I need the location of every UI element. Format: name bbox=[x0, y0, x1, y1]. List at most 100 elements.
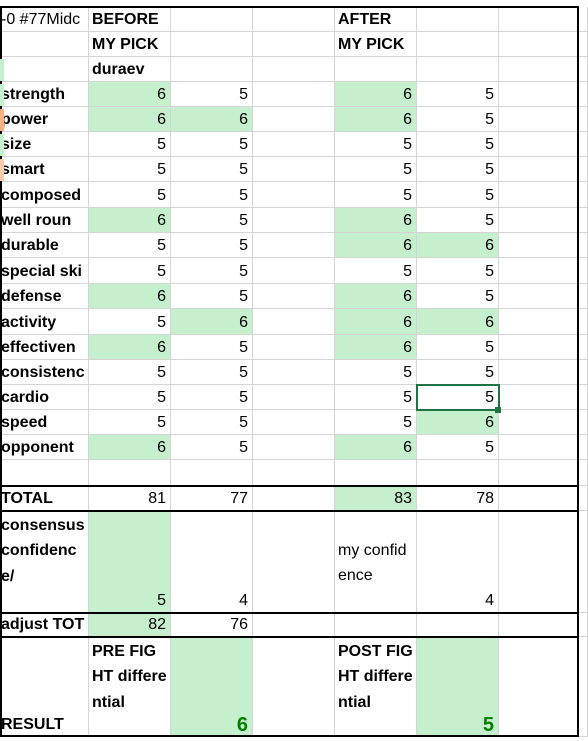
after-pick-value[interactable]: 6 bbox=[335, 233, 417, 258]
after-pick-value[interactable]: 6 bbox=[335, 107, 417, 132]
after-opponent-value[interactable]: 5 bbox=[417, 182, 499, 208]
my-pick-before[interactable]: MY PICK bbox=[89, 32, 171, 57]
cell[interactable] bbox=[253, 511, 335, 613]
cell[interactable] bbox=[499, 511, 588, 613]
stat-label[interactable]: effectiven bbox=[0, 335, 89, 360]
post-fight-value[interactable]: 5 bbox=[417, 637, 499, 737]
total-before-pick[interactable]: 81 bbox=[89, 486, 171, 511]
before-pick-value[interactable]: 6 bbox=[89, 107, 171, 132]
after-pick-value[interactable]: 6 bbox=[335, 82, 417, 107]
post-fight-label[interactable]: POST FIGHT differential bbox=[335, 637, 417, 737]
cell[interactable] bbox=[499, 57, 588, 82]
cell[interactable] bbox=[0, 57, 89, 82]
cell[interactable] bbox=[499, 7, 588, 32]
cell[interactable] bbox=[253, 157, 335, 182]
cell[interactable] bbox=[253, 258, 335, 284]
cell[interactable] bbox=[417, 613, 499, 637]
cell[interactable] bbox=[499, 460, 588, 486]
stat-label[interactable]: well roun bbox=[0, 208, 89, 233]
cell[interactable] bbox=[499, 360, 588, 385]
before-opponent-value[interactable]: 5 bbox=[171, 258, 253, 284]
stat-label[interactable]: smart bbox=[0, 157, 89, 182]
before-opponent-value[interactable]: 5 bbox=[171, 284, 253, 309]
selected-cell-outline[interactable] bbox=[416, 384, 500, 411]
total-before-opponent[interactable]: 77 bbox=[171, 486, 253, 511]
confidence-before-opponent[interactable]: 4 bbox=[171, 511, 253, 613]
cell[interactable] bbox=[0, 32, 89, 57]
after-pick-value[interactable]: 6 bbox=[335, 435, 417, 460]
cell[interactable] bbox=[499, 486, 588, 511]
cell[interactable] bbox=[253, 435, 335, 460]
adjust-before-pick[interactable]: 82 bbox=[89, 613, 171, 637]
cell[interactable] bbox=[0, 460, 89, 486]
cell[interactable] bbox=[499, 435, 588, 460]
stat-label[interactable]: durable bbox=[0, 233, 89, 258]
cell[interactable] bbox=[499, 182, 588, 208]
adjust-before-opponent[interactable]: 76 bbox=[171, 613, 253, 637]
before-opponent-value[interactable]: 5 bbox=[171, 82, 253, 107]
stat-label[interactable]: consistenc bbox=[0, 360, 89, 385]
total-label[interactable]: TOTAL bbox=[0, 486, 89, 511]
after-pick-value[interactable]: 6 bbox=[335, 335, 417, 360]
after-pick-value[interactable]: 5 bbox=[335, 157, 417, 182]
after-pick-value[interactable]: 6 bbox=[335, 208, 417, 233]
cell[interactable] bbox=[499, 208, 588, 233]
after-opponent-value[interactable]: 5 bbox=[417, 132, 499, 157]
cell[interactable] bbox=[499, 132, 588, 157]
cell[interactable] bbox=[171, 57, 253, 82]
cell[interactable] bbox=[499, 410, 588, 435]
before-pick-value[interactable]: 6 bbox=[89, 435, 171, 460]
cell[interactable] bbox=[499, 32, 588, 57]
before-pick-value[interactable]: 5 bbox=[89, 157, 171, 182]
cell[interactable] bbox=[417, 460, 499, 486]
cell[interactable] bbox=[499, 637, 588, 737]
pre-fight-label[interactable]: PRE FIGHT differential bbox=[89, 637, 171, 737]
cell[interactable] bbox=[253, 284, 335, 309]
before-pick-value[interactable]: 5 bbox=[89, 233, 171, 258]
before-pick-value[interactable]: 5 bbox=[89, 182, 171, 208]
after-pick-value[interactable]: 5 bbox=[335, 360, 417, 385]
before-opponent-value[interactable]: 5 bbox=[171, 233, 253, 258]
before-opponent-value[interactable]: 5 bbox=[171, 360, 253, 385]
before-pick-value[interactable]: 5 bbox=[89, 258, 171, 284]
after-pick-value[interactable]: 5 bbox=[335, 182, 417, 208]
cell[interactable] bbox=[171, 7, 253, 32]
before-pick-value[interactable]: 5 bbox=[89, 385, 171, 410]
after-opponent-value[interactable]: 5 bbox=[417, 258, 499, 284]
cell[interactable] bbox=[253, 309, 335, 335]
cell[interactable] bbox=[253, 460, 335, 486]
after-pick-value[interactable]: 5 bbox=[335, 385, 417, 410]
cell[interactable] bbox=[499, 309, 588, 335]
stat-label[interactable]: power bbox=[0, 107, 89, 132]
after-opponent-value[interactable]: 5 bbox=[417, 107, 499, 132]
after-opponent-value[interactable]: 5 bbox=[417, 208, 499, 233]
before-opponent-value[interactable]: 5 bbox=[171, 208, 253, 233]
after-opponent-value[interactable]: 5 bbox=[417, 360, 499, 385]
before-pick-value[interactable]: 6 bbox=[89, 208, 171, 233]
stat-label[interactable]: cardio bbox=[0, 385, 89, 410]
stat-label[interactable]: strength bbox=[0, 82, 89, 107]
cell[interactable] bbox=[335, 57, 417, 82]
cell[interactable] bbox=[253, 637, 335, 737]
before-opponent-value[interactable]: 5 bbox=[171, 385, 253, 410]
cell[interactable] bbox=[253, 82, 335, 107]
cell[interactable] bbox=[253, 208, 335, 233]
after-pick-value[interactable]: 6 bbox=[335, 284, 417, 309]
pre-fight-value[interactable]: 6 bbox=[171, 637, 253, 737]
cell[interactable] bbox=[335, 613, 417, 637]
before-pick-value[interactable]: 5 bbox=[89, 360, 171, 385]
after-opponent-value[interactable]: 6 bbox=[417, 233, 499, 258]
after-opponent-value[interactable]: 5 bbox=[417, 82, 499, 107]
top-left-cell[interactable]: -0 #77Midc bbox=[0, 7, 89, 32]
cell[interactable] bbox=[499, 613, 588, 637]
cell[interactable] bbox=[253, 410, 335, 435]
after-opponent-value[interactable]: 6 bbox=[417, 309, 499, 335]
stat-label[interactable]: defense bbox=[0, 284, 89, 309]
cell[interactable] bbox=[253, 613, 335, 637]
confidence-before-pick[interactable]: 5 bbox=[89, 511, 171, 613]
cell[interactable] bbox=[335, 460, 417, 486]
before-opponent-value[interactable]: 5 bbox=[171, 157, 253, 182]
after-opponent-value[interactable]: 5 bbox=[417, 335, 499, 360]
cell[interactable] bbox=[171, 32, 253, 57]
cell[interactable] bbox=[253, 486, 335, 511]
